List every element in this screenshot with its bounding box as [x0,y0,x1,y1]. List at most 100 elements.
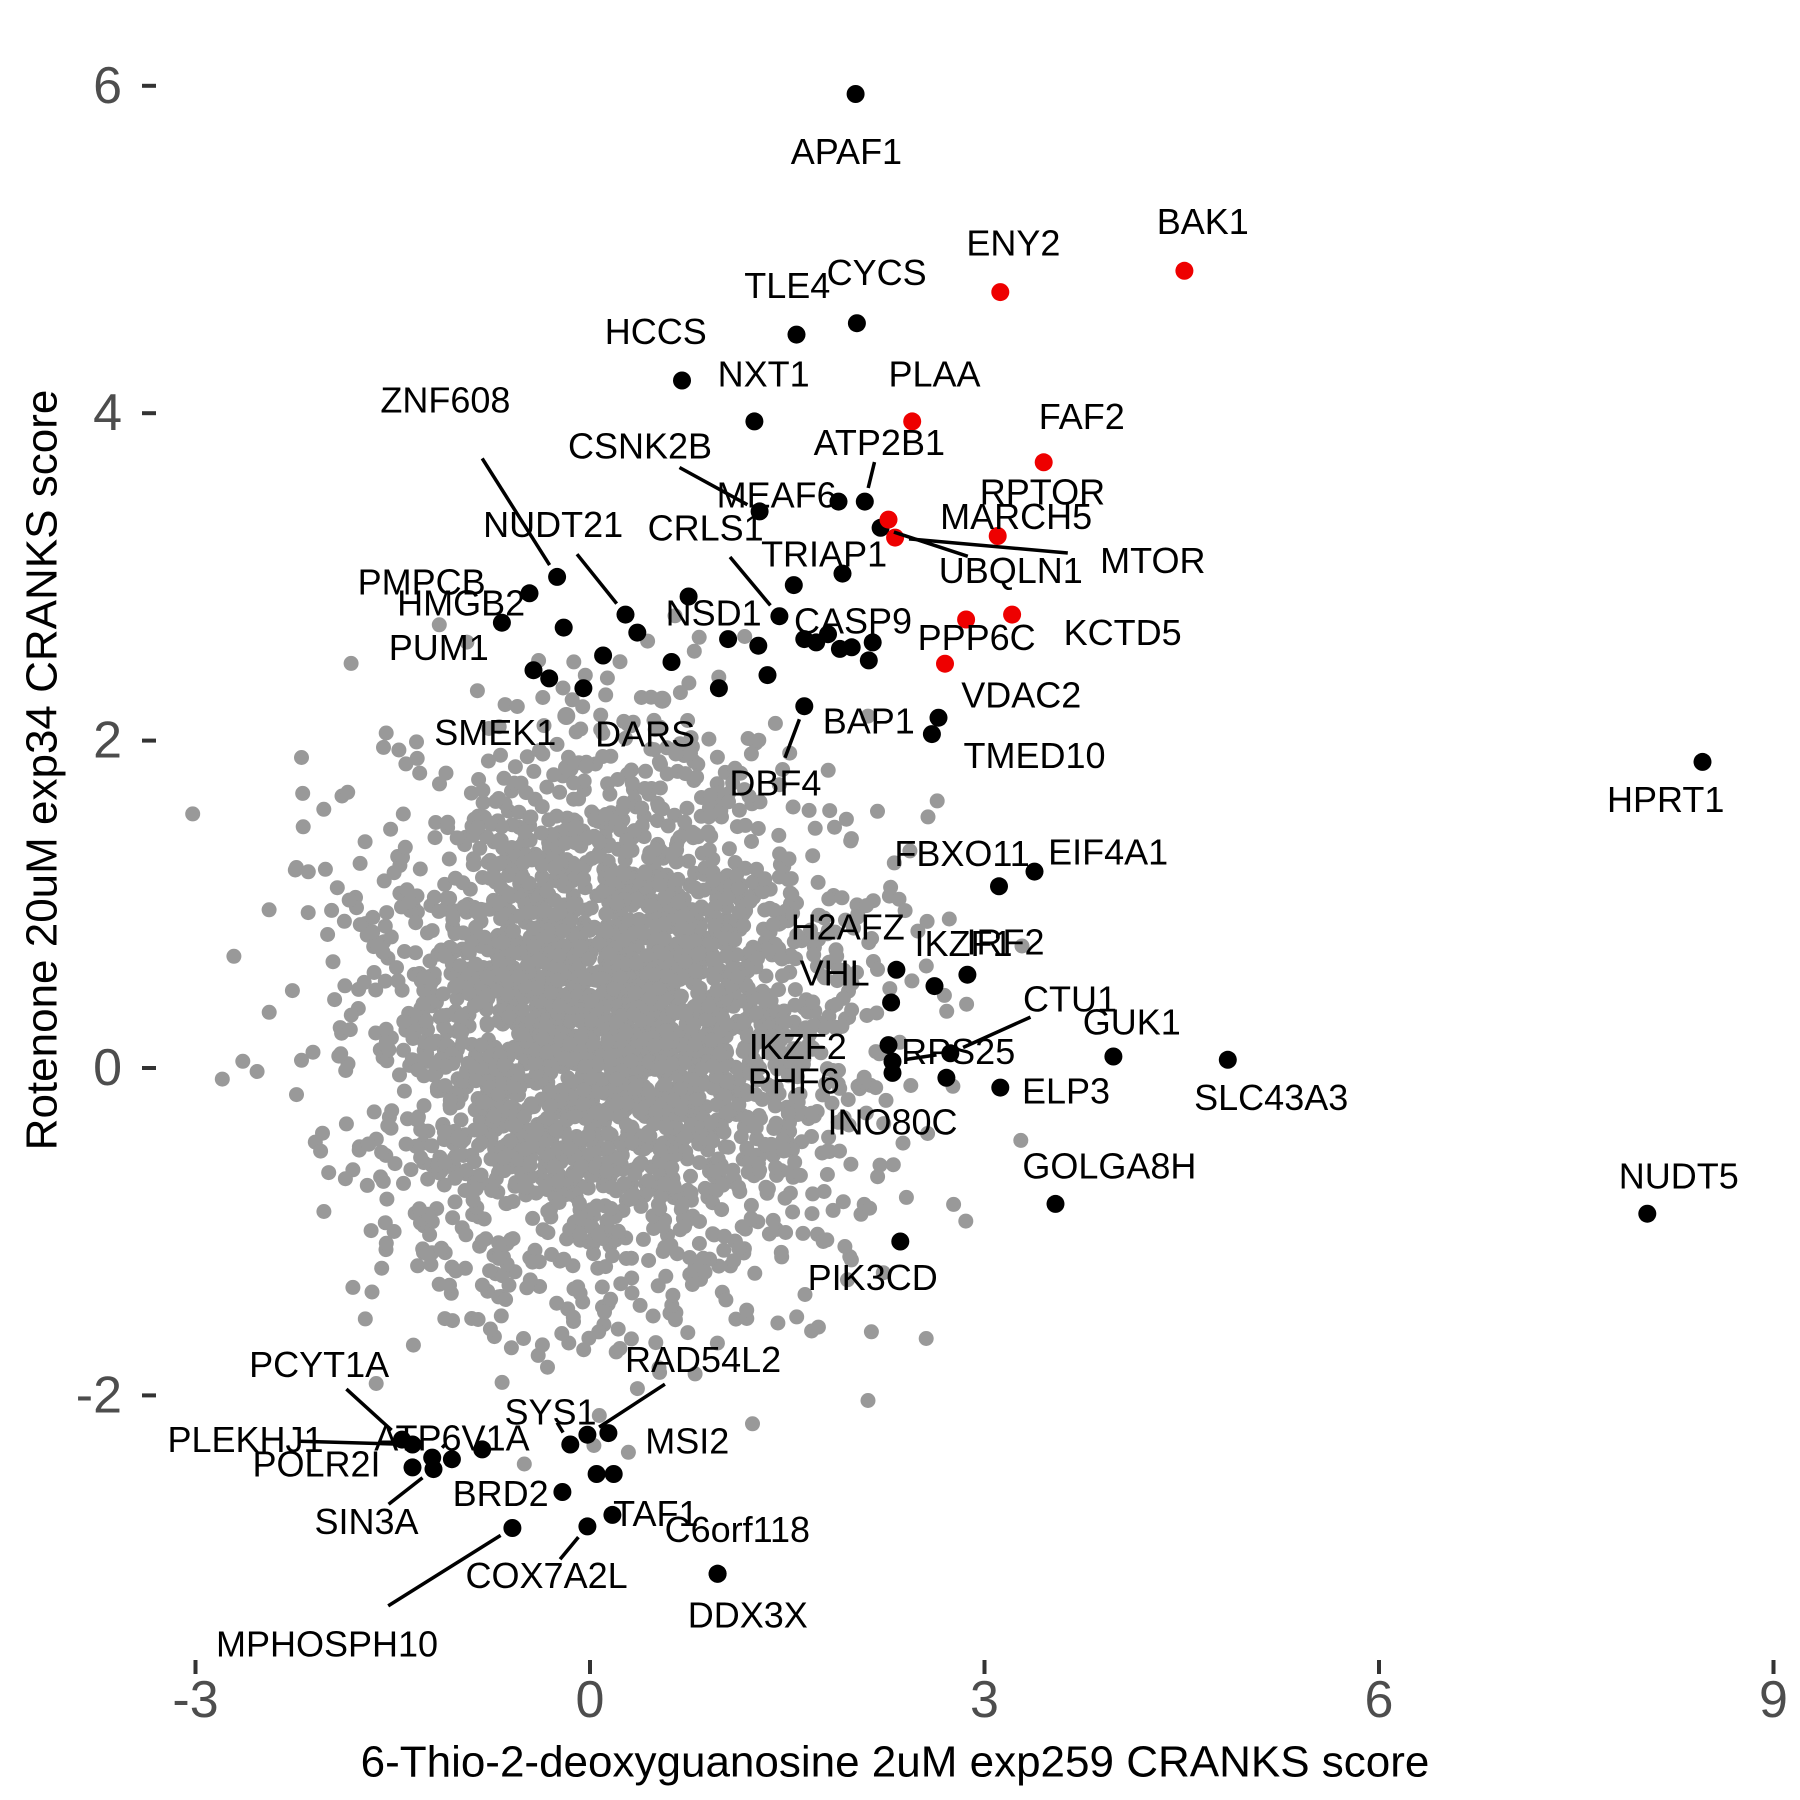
leader-line-NUDT21 [575,553,619,605]
background-point [294,1052,309,1068]
background-point [729,867,744,883]
leader-line-PLEKHJ1 [300,1439,399,1446]
background-point [885,1157,901,1173]
background-point [860,708,876,724]
background-point [643,898,659,914]
background-point [705,1133,721,1149]
background-point [436,1177,452,1193]
background-point [683,730,699,746]
background-point [664,1056,680,1072]
gene-label-CRLS1: CRLS1 [648,507,764,548]
background-point [289,1087,304,1103]
background-point [584,1012,600,1028]
background-point [939,1003,955,1019]
background-point [468,1062,484,1078]
leader-line-SYS1 [555,1421,565,1434]
highlight-point [604,1465,623,1483]
background-point [594,1279,610,1295]
gene-label-CYCS: CYCS [827,252,927,293]
gene-label-PPP6C: PPP6C [918,617,1036,658]
background-point [806,947,822,963]
background-point [610,1223,626,1239]
gene-label-H2AFZ: H2AFZ [791,907,905,948]
background-point [468,919,484,935]
gene-dot-SIN3A [424,1460,443,1479]
background-point [870,961,885,977]
background-point [535,690,551,705]
gene-label-TRIAP1: TRIAP1 [761,534,887,575]
background-point [816,1184,832,1199]
background-point [517,1179,533,1195]
background-point [482,815,498,831]
background-point [669,1246,685,1262]
background-point [832,1143,847,1159]
background-point [600,945,616,961]
background-point [294,750,309,765]
gene-label-APAF1: APAF1 [791,131,902,172]
background-point [493,1308,509,1324]
highlight-point [662,653,681,671]
background-point [859,1008,875,1023]
background-point [315,1125,330,1141]
background-point [552,784,568,800]
background-point [491,952,506,968]
background-point [670,871,686,887]
background-point [341,892,357,908]
background-point [683,1168,698,1184]
background-point [958,1213,974,1229]
background-point [745,874,761,890]
background-point [572,1227,588,1243]
background-point [399,882,415,898]
background-point [822,803,838,819]
highlight-point [587,1465,606,1483]
background-point [606,981,622,997]
background-point [600,1125,616,1141]
background-point [821,1129,837,1145]
background-point [482,1321,498,1337]
background-point [730,880,746,896]
highlight-point [819,625,837,644]
background-point [612,654,628,670]
background-point [516,855,531,871]
background-point [840,1092,856,1108]
background-point [325,954,341,970]
background-point [910,923,926,939]
background-point [581,1330,597,1346]
background-point [528,1185,544,1201]
background-point [505,1194,521,1209]
background-point [755,884,771,900]
background-point [731,904,747,920]
background-point [503,1232,519,1248]
background-point [571,1195,587,1211]
highlight-point [473,1440,492,1459]
background-point [600,1140,616,1156]
background-point [667,973,683,989]
gene-label-DBF4: DBF4 [729,763,821,804]
background-point [600,1033,616,1049]
background-point [386,865,402,881]
background-point [376,873,392,889]
background-point [517,1141,533,1157]
background-point [519,1280,535,1296]
background-point [470,819,486,835]
background-point [449,991,465,1007]
background-point [420,1171,436,1187]
background-point [586,1246,601,1262]
background-point [474,1233,490,1249]
gene-label-UBQLN1: UBQLN1 [939,550,1083,591]
background-point [805,994,821,1010]
leader-line-RPS25 [906,1053,937,1062]
highlight-point [594,646,613,665]
x-tick-label: 6 [1365,1671,1394,1729]
background-point [408,945,423,961]
background-point [737,817,753,833]
background-point [637,781,653,796]
background-point [904,973,920,989]
background-point [683,745,698,761]
background-point [674,920,690,936]
background-point [598,807,614,822]
background-point [658,1120,674,1136]
background-point [587,1160,603,1175]
background-point [682,1250,698,1265]
background-point [284,983,300,999]
